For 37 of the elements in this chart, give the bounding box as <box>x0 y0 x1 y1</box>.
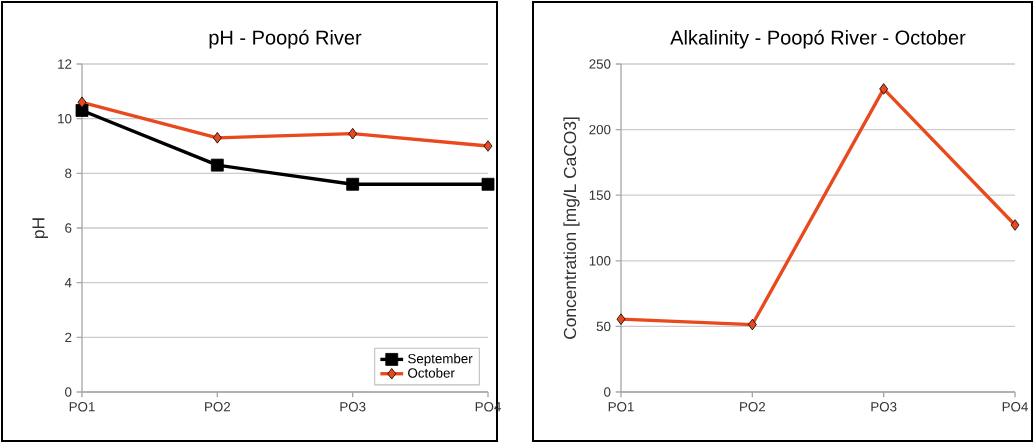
x-tick-label: PO3 <box>340 402 366 412</box>
point <box>481 177 495 191</box>
x-tick-label: PO2 <box>740 402 766 412</box>
point <box>483 140 493 152</box>
y-axis-title: pH <box>32 218 48 238</box>
point <box>77 96 87 108</box>
y-tick-label: 12 <box>58 59 72 69</box>
x-tick-label: PO3 <box>871 402 897 412</box>
y-tick-label: 100 <box>589 256 611 266</box>
point <box>616 313 626 325</box>
point <box>346 177 360 191</box>
point <box>879 83 889 95</box>
y-tick-label: 0 <box>604 387 611 397</box>
y-tick-label: 2 <box>65 332 72 342</box>
x-tick-label: PO2 <box>205 402 231 412</box>
chart-title: Alkalinity - Poopó River - October <box>670 29 966 49</box>
y-tick-label: 0 <box>65 387 72 397</box>
point <box>747 318 757 331</box>
y-tick-label: 200 <box>589 124 611 135</box>
y-tick-label: 150 <box>589 190 611 200</box>
point <box>212 132 222 144</box>
point <box>348 127 358 140</box>
y-tick-label: 50 <box>596 321 611 332</box>
y-tick-label: 4 <box>64 278 72 288</box>
legend-label: September <box>408 353 473 366</box>
y-axis-title: Concentration [mg/L CaCO3] <box>563 117 580 339</box>
chart-title: pH - Poopó River <box>209 29 362 49</box>
point <box>1010 219 1020 231</box>
y-tick-label: 10 <box>58 113 72 124</box>
y-tick-label: 6 <box>65 223 72 233</box>
x-tick-label: PO1 <box>69 402 95 412</box>
legend-label: October <box>408 367 455 378</box>
x-tick-label: PO4 <box>1002 402 1028 412</box>
y-tick-label: 250 <box>589 59 611 69</box>
x-tick-label: PO1 <box>608 402 634 412</box>
y-tick-label: 8 <box>65 168 72 179</box>
point <box>210 158 224 172</box>
